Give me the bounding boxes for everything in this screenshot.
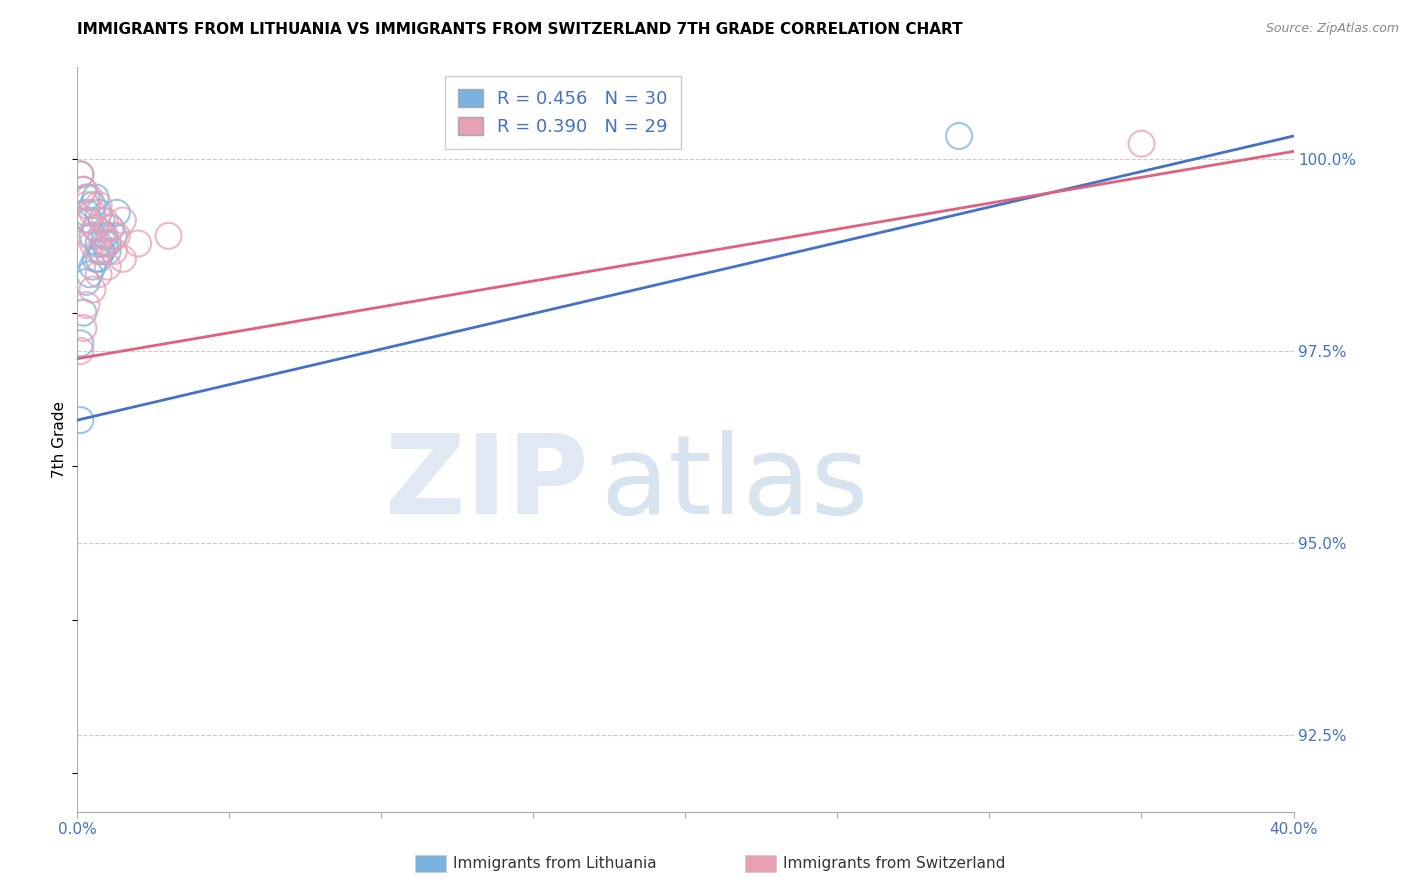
Point bbox=[72, 183, 94, 197]
Point bbox=[90, 228, 112, 243]
Point bbox=[82, 283, 104, 297]
Text: Source: ZipAtlas.com: Source: ZipAtlas.com bbox=[1265, 22, 1399, 36]
Point bbox=[93, 236, 115, 251]
Point bbox=[75, 198, 97, 212]
Point bbox=[69, 168, 91, 182]
Point bbox=[111, 213, 134, 227]
Point bbox=[103, 228, 125, 243]
Point bbox=[97, 236, 120, 251]
Point bbox=[69, 344, 91, 359]
Point bbox=[72, 305, 94, 319]
Point bbox=[111, 252, 134, 266]
Point bbox=[84, 221, 107, 235]
Text: Immigrants from Lithuania: Immigrants from Lithuania bbox=[453, 856, 657, 871]
Point bbox=[82, 206, 104, 220]
Point bbox=[79, 267, 101, 281]
Point bbox=[79, 228, 101, 243]
Text: Immigrants from Switzerland: Immigrants from Switzerland bbox=[783, 856, 1005, 871]
Point bbox=[84, 190, 107, 204]
Point bbox=[82, 260, 104, 274]
Text: IMMIGRANTS FROM LITHUANIA VS IMMIGRANTS FROM SWITZERLAND 7TH GRADE CORRELATION C: IMMIGRANTS FROM LITHUANIA VS IMMIGRANTS … bbox=[77, 22, 963, 37]
Point bbox=[82, 228, 104, 243]
Point bbox=[75, 275, 97, 289]
Point bbox=[87, 236, 110, 251]
Point bbox=[97, 244, 120, 259]
Point bbox=[948, 128, 970, 143]
Point bbox=[100, 221, 122, 235]
Point bbox=[75, 190, 97, 204]
Point bbox=[72, 183, 94, 197]
Point bbox=[69, 336, 91, 351]
Point bbox=[82, 198, 104, 212]
Point bbox=[82, 236, 104, 251]
Point bbox=[157, 228, 180, 243]
Point bbox=[90, 244, 112, 259]
Text: ZIP: ZIP bbox=[385, 431, 588, 538]
Legend: R = 0.456   N = 30, R = 0.390   N = 29: R = 0.456 N = 30, R = 0.390 N = 29 bbox=[446, 76, 681, 149]
Point bbox=[100, 221, 122, 235]
Point bbox=[79, 213, 101, 227]
Point bbox=[97, 260, 120, 274]
Point bbox=[69, 413, 91, 427]
Point bbox=[72, 321, 94, 335]
Point bbox=[97, 236, 120, 251]
Point bbox=[84, 252, 107, 266]
Point bbox=[93, 228, 115, 243]
Point bbox=[127, 236, 149, 251]
Point bbox=[90, 213, 112, 227]
Point bbox=[87, 198, 110, 212]
Point bbox=[75, 213, 97, 227]
Point bbox=[87, 267, 110, 281]
Point bbox=[69, 168, 91, 182]
Point bbox=[84, 221, 107, 235]
Point bbox=[75, 206, 97, 220]
Point bbox=[87, 206, 110, 220]
Point bbox=[87, 244, 110, 259]
Y-axis label: 7th Grade: 7th Grade bbox=[52, 401, 67, 478]
Point bbox=[1130, 136, 1153, 151]
Point bbox=[75, 298, 97, 312]
Point bbox=[103, 244, 125, 259]
Text: atlas: atlas bbox=[600, 431, 869, 538]
Point bbox=[93, 213, 115, 227]
Point bbox=[79, 190, 101, 204]
Point bbox=[105, 206, 128, 220]
Point bbox=[90, 244, 112, 259]
Point bbox=[87, 252, 110, 266]
Point bbox=[105, 228, 128, 243]
